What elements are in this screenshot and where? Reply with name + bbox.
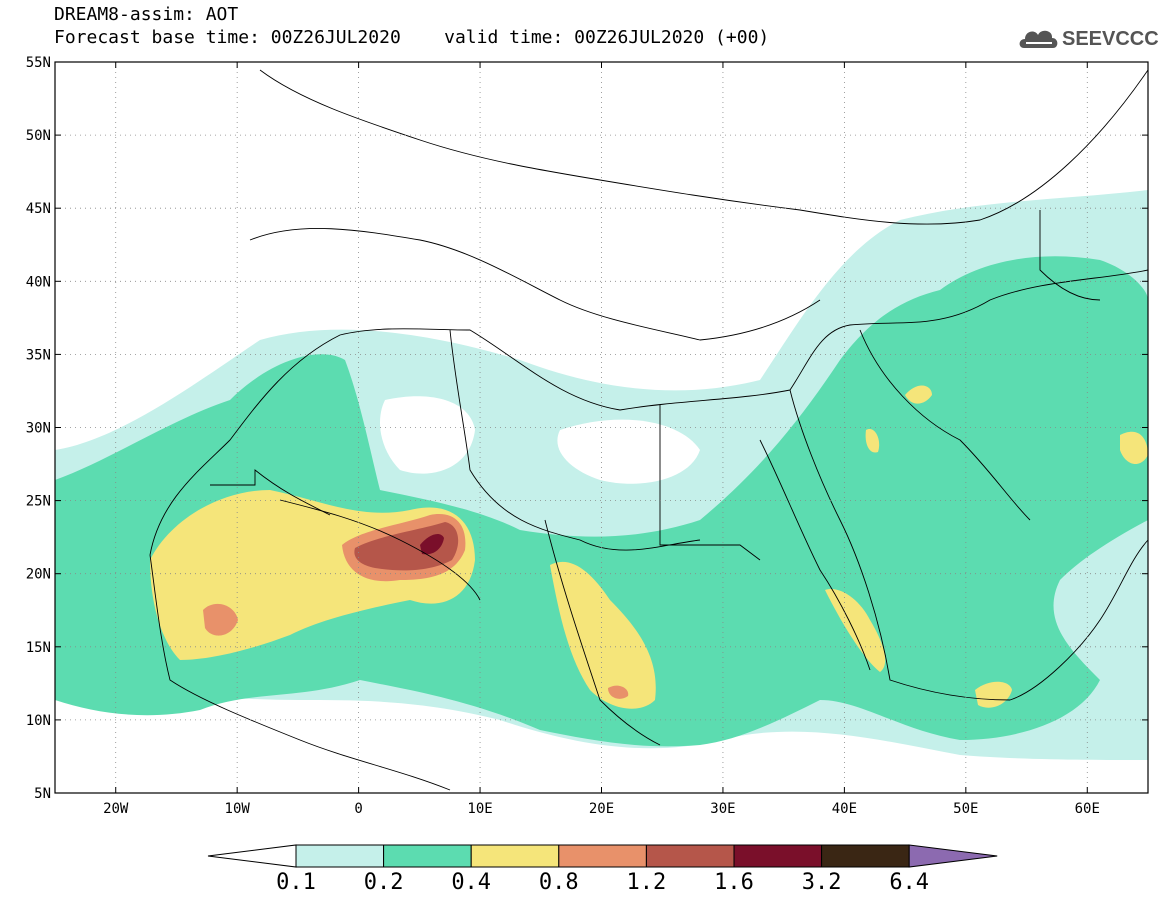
lat-tick-label: 15N — [26, 640, 51, 656]
colorbar-label: 0.8 — [539, 870, 579, 895]
lat-tick-label: 5N — [34, 786, 51, 802]
lat-tick-label: 20N — [26, 567, 51, 583]
lon-tick-label: 60E — [1075, 801, 1100, 817]
lat-tick-label: 50N — [26, 128, 51, 144]
lat-tick-label: 35N — [26, 347, 51, 363]
lon-tick-label: 0 — [354, 801, 362, 817]
lon-axis: 20W 10W 0 10E 20E 30E 40E 50E 60E — [103, 801, 1100, 817]
lat-tick-label: 55N — [26, 55, 51, 71]
forecast-time-line: Forecast base time: 00Z26JUL2020 valid t… — [54, 27, 770, 48]
lat-tick-label: 25N — [26, 494, 51, 510]
lat-tick-label: 45N — [26, 201, 51, 217]
axis-ticks — [55, 61, 1148, 794]
colorbar-box — [470, 844, 560, 868]
colorbar-label: 0.1 — [276, 870, 316, 895]
colorbar-label: 0.4 — [451, 870, 491, 895]
colorbar-high-arrow — [908, 844, 998, 868]
lon-tick-label: 50E — [953, 801, 978, 817]
colorbar-box — [821, 844, 910, 868]
cloud-icon — [1019, 30, 1058, 48]
aot-band-1.2 — [354, 522, 459, 571]
lat-tick-label: 40N — [26, 274, 51, 290]
colorbar-label: 1.2 — [627, 870, 667, 895]
colorbar-boxes — [207, 844, 998, 868]
aot-band-0.2 — [55, 256, 1148, 747]
colorbar-label: 3.2 — [802, 870, 842, 895]
colorbar-box — [558, 844, 647, 868]
lat-tick-label: 10N — [26, 713, 51, 729]
colorbar-label: 0.2 — [364, 870, 404, 895]
lon-tick-label: 10E — [467, 801, 492, 817]
colorbar-box — [383, 844, 472, 868]
lat-axis: 55N 50N 45N 40N 35N 30N 25N 20N 15N 10N 5N — [26, 55, 51, 802]
seevccc-logo: SEEVCCC — [1016, 22, 1159, 56]
aot-band-0.4-redsea — [825, 589, 886, 672]
colorbar-box — [645, 844, 735, 868]
lon-tick-label: 40E — [832, 801, 857, 817]
aot-band-1.6 — [420, 534, 444, 555]
colorbar-label: 1.6 — [714, 870, 754, 895]
map-title: DREAM8-assim: AOT — [54, 4, 239, 25]
lon-tick-label: 30E — [710, 801, 735, 817]
logo-text: SEEVCCC — [1062, 28, 1159, 50]
aot-band-0.4-sudan — [550, 561, 656, 709]
colorbar-labels: 0.1 0.2 0.4 0.8 1.2 1.6 3.2 6.4 — [276, 870, 929, 895]
lat-tick-label: 30N — [26, 421, 51, 437]
lon-tick-label: 20E — [589, 801, 614, 817]
colorbar-box — [733, 844, 823, 868]
colorbar-low-arrow — [207, 844, 297, 868]
grid-lines — [55, 62, 1148, 793]
coastlines — [149, 69, 1148, 791]
lon-tick-label: 20W — [103, 801, 129, 817]
colorbar-box — [295, 844, 385, 868]
lon-tick-label: 10W — [225, 801, 251, 817]
colorbar-label: 6.4 — [889, 870, 929, 895]
